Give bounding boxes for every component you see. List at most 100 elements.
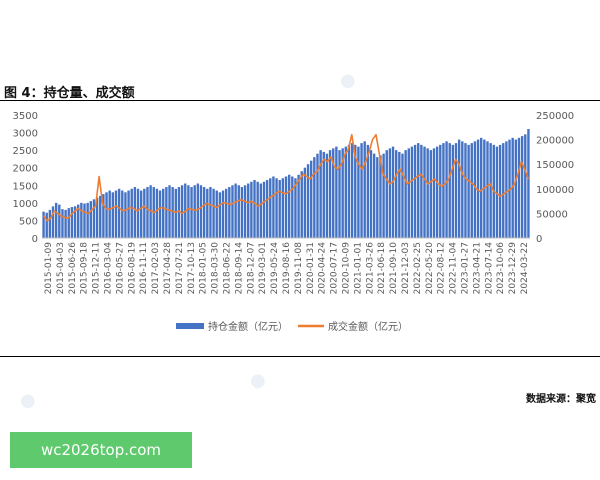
bar bbox=[111, 192, 115, 238]
bar bbox=[486, 141, 489, 238]
bar bbox=[265, 180, 269, 238]
right-tick-label: 200000 bbox=[536, 136, 574, 147]
bar bbox=[394, 150, 398, 238]
x-tick-label: 2022-08-12 bbox=[437, 242, 447, 294]
bar bbox=[404, 150, 407, 238]
bar bbox=[354, 144, 357, 238]
bar bbox=[325, 153, 329, 238]
bar bbox=[508, 139, 511, 238]
bar bbox=[162, 188, 165, 238]
bar bbox=[247, 183, 250, 238]
bar bbox=[275, 178, 278, 238]
bar bbox=[48, 209, 52, 238]
bar bbox=[202, 187, 206, 238]
bar bbox=[313, 157, 316, 238]
watermark-logo: ● bbox=[250, 370, 266, 391]
x-tick-label: 2016-11-11 bbox=[139, 242, 149, 294]
bar bbox=[401, 153, 404, 238]
bar bbox=[243, 185, 247, 238]
bar bbox=[467, 144, 470, 238]
x-tick-label: 2021-01-01 bbox=[353, 242, 363, 294]
x-tick-label: 2022-05-20 bbox=[425, 242, 435, 295]
bar bbox=[237, 185, 240, 238]
bar bbox=[92, 199, 96, 238]
turnover-line bbox=[43, 133, 530, 222]
bar bbox=[269, 178, 272, 238]
bar bbox=[58, 204, 61, 238]
legend-swatch-holdings bbox=[176, 323, 204, 329]
x-tick-label: 2019-03-01 bbox=[258, 242, 268, 294]
bar bbox=[284, 176, 288, 238]
bar bbox=[259, 183, 263, 238]
bar bbox=[231, 185, 234, 238]
x-tick-label: 2023-12-29 bbox=[508, 242, 518, 295]
url-badge[interactable]: wc2026top.com bbox=[10, 432, 192, 468]
bar bbox=[347, 144, 351, 238]
right-tick-label: 150000 bbox=[536, 160, 574, 171]
bar-series-holdings bbox=[42, 129, 530, 238]
bar bbox=[256, 181, 259, 238]
right-tick-label: 0 bbox=[536, 234, 542, 245]
left-tick-label: 1000 bbox=[13, 199, 38, 210]
bar bbox=[209, 187, 212, 238]
bar bbox=[350, 143, 354, 238]
bar bbox=[174, 188, 178, 238]
x-tick-label: 2021-06-18 bbox=[377, 242, 387, 295]
bar bbox=[505, 141, 508, 238]
bar bbox=[338, 150, 341, 238]
bar bbox=[42, 211, 45, 238]
left-tick-label: 2500 bbox=[13, 146, 38, 157]
bar bbox=[473, 141, 477, 238]
bar bbox=[322, 151, 325, 238]
bar bbox=[502, 143, 505, 238]
x-tick-label: 2018-12-07 bbox=[246, 242, 256, 294]
bar bbox=[363, 141, 366, 238]
bar bbox=[105, 192, 108, 238]
bar bbox=[187, 185, 190, 238]
x-tick-label: 2018-09-14 bbox=[234, 242, 244, 295]
bar bbox=[272, 176, 275, 238]
bar bbox=[366, 144, 370, 238]
bar bbox=[300, 171, 303, 238]
bar bbox=[372, 153, 376, 238]
bar bbox=[262, 181, 266, 238]
bar bbox=[73, 206, 77, 238]
bar bbox=[124, 192, 127, 238]
bar bbox=[80, 202, 83, 238]
bar bbox=[527, 129, 530, 238]
right-tick-label: 50000 bbox=[536, 209, 568, 220]
chart-svg: 0 500 1000 1500 2000 2500 3000 3500 0 50000 10000… bbox=[13, 111, 575, 333]
bar bbox=[332, 148, 335, 238]
bar bbox=[435, 146, 439, 238]
bar bbox=[426, 148, 429, 238]
x-tick-label: 2023-10-06 bbox=[496, 242, 506, 295]
x-tick-label: 2018-01-05 bbox=[199, 242, 209, 294]
x-tick-label: 2016-05-27 bbox=[115, 242, 125, 294]
bar bbox=[278, 180, 281, 238]
bar bbox=[423, 146, 426, 238]
bottom-rule bbox=[0, 356, 600, 357]
bar bbox=[127, 190, 130, 238]
bar bbox=[520, 136, 524, 238]
right-tick-label: 250000 bbox=[536, 111, 574, 122]
x-tick-label: 2023-01-27 bbox=[461, 242, 471, 294]
x-tick-label: 2023-07-14 bbox=[484, 242, 494, 295]
bar bbox=[410, 146, 414, 238]
bar bbox=[168, 185, 171, 238]
bar bbox=[294, 178, 297, 238]
legend: 持仓金额（亿元） 成交金额（亿元） bbox=[176, 320, 408, 333]
bar bbox=[218, 192, 222, 238]
bar bbox=[171, 187, 174, 238]
bar bbox=[451, 144, 455, 238]
left-tick-label: 3000 bbox=[13, 129, 38, 140]
legend-label-holdings: 持仓金额（亿元） bbox=[208, 320, 288, 333]
bar bbox=[228, 187, 231, 238]
bar bbox=[442, 143, 445, 238]
left-tick-label: 2000 bbox=[13, 164, 38, 175]
x-tick-label: 2020-04-24 bbox=[318, 242, 328, 295]
bar bbox=[143, 188, 146, 238]
bar bbox=[190, 187, 193, 238]
bar bbox=[445, 141, 448, 238]
bar bbox=[196, 183, 200, 238]
bar bbox=[212, 188, 215, 238]
